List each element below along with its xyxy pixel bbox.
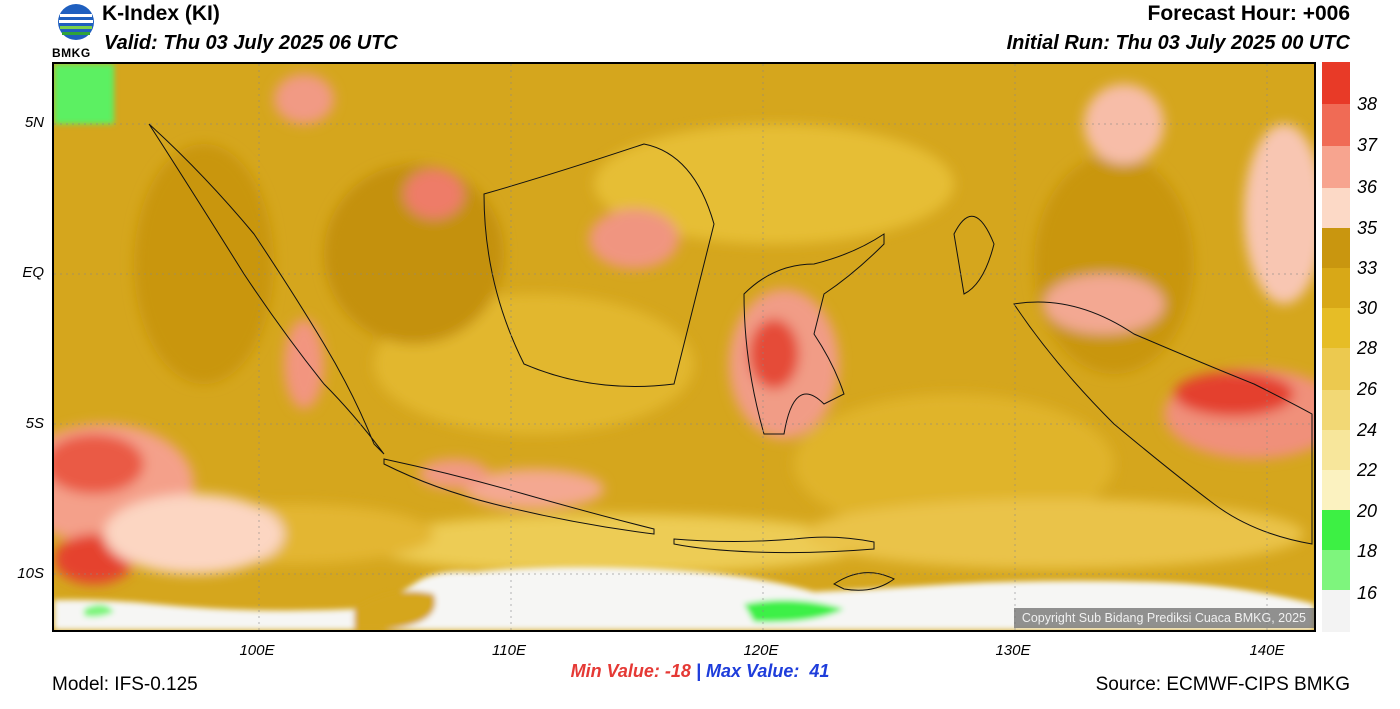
lat-label-eq: EQ [22,264,44,281]
colorbar-segment-33 [1322,228,1350,268]
colorbar-label-33: 33 [1356,258,1378,278]
lon-label-130e: 130E [995,642,1031,659]
low-k-region [54,64,1314,630]
lat-label-5s: 5S [25,415,44,432]
lon-label-140e: 140E [1249,642,1285,659]
lat-label-10s: 10S [17,565,44,582]
colorbar-segment-22 [1322,430,1350,470]
chart-title: K-Index (KI) [102,2,220,25]
graticule [54,64,1314,630]
colorbar-label-37: 37 [1356,135,1378,155]
colorbar-segment-38plus [1322,62,1350,104]
lon-label-120e: 120E [743,642,779,659]
bmkg-logo-icon [52,0,100,60]
min-max-separator: | [695,661,701,681]
colorbar-segment-16 [1322,550,1350,590]
initial-run: Initial Run: Thu 03 July 2025 00 UTC [1006,32,1350,54]
colorbar-segment-26 [1322,348,1350,390]
source-label: Source: ECMWF-CIPS BMKG [1095,674,1350,695]
colorbar-segment-20 [1322,470,1350,510]
colorbar-segment-24 [1322,390,1350,430]
k-index-field [54,74,1314,584]
colorbar-label-38: 38 [1356,94,1378,114]
colorbar-label-36: 36 [1356,177,1378,197]
colorbar-label-26: 26 [1356,379,1378,399]
colorbar-label-35: 35 [1356,218,1378,238]
min-value: Min Value: -18 [570,661,691,681]
colorbar-label-18: 18 [1356,541,1378,561]
colorbar-segment-35 [1322,188,1350,228]
map-canvas [54,64,1314,630]
forecast-hour: Forecast Hour: +006 [1147,2,1351,25]
lat-label-5n: 5N [24,114,44,131]
copyright-notice: Copyright Sub Bidang Prediksi Cuaca BMKG… [1013,608,1314,628]
colorbar-segment-37 [1322,104,1350,146]
min-max-values: Min Value: -18 | Max Value: 41 [0,661,1400,682]
colorbar-segment-30 [1322,268,1350,308]
colorbar-label-22: 22 [1356,460,1378,480]
max-value: Max Value: 41 [706,661,830,681]
colorbar-label-20: 20 [1356,501,1378,521]
coastlines [148,123,1313,591]
logo-text: BMKG [52,46,91,60]
lon-label-110e: 110E [492,642,526,659]
k-index-map: Copyright Sub Bidang Prediksi Cuaca BMKG… [52,62,1316,632]
colorbar-label-28: 28 [1356,338,1378,358]
colorbar-label-30: 30 [1356,298,1378,318]
colorbar-segment-28 [1322,308,1350,348]
valid-time: Valid: Thu 03 July 2025 06 UTC [104,32,398,54]
colorbar-label-24: 24 [1356,420,1378,440]
colorbar-segment-36 [1322,146,1350,188]
colorbar-segment-below [1322,590,1350,632]
lon-label-100e: 100E [239,642,275,659]
model-label: Model: IFS-0.125 [52,674,198,695]
colorbar-segment-18 [1322,510,1350,550]
colorbar-label-16: 16 [1356,583,1378,603]
